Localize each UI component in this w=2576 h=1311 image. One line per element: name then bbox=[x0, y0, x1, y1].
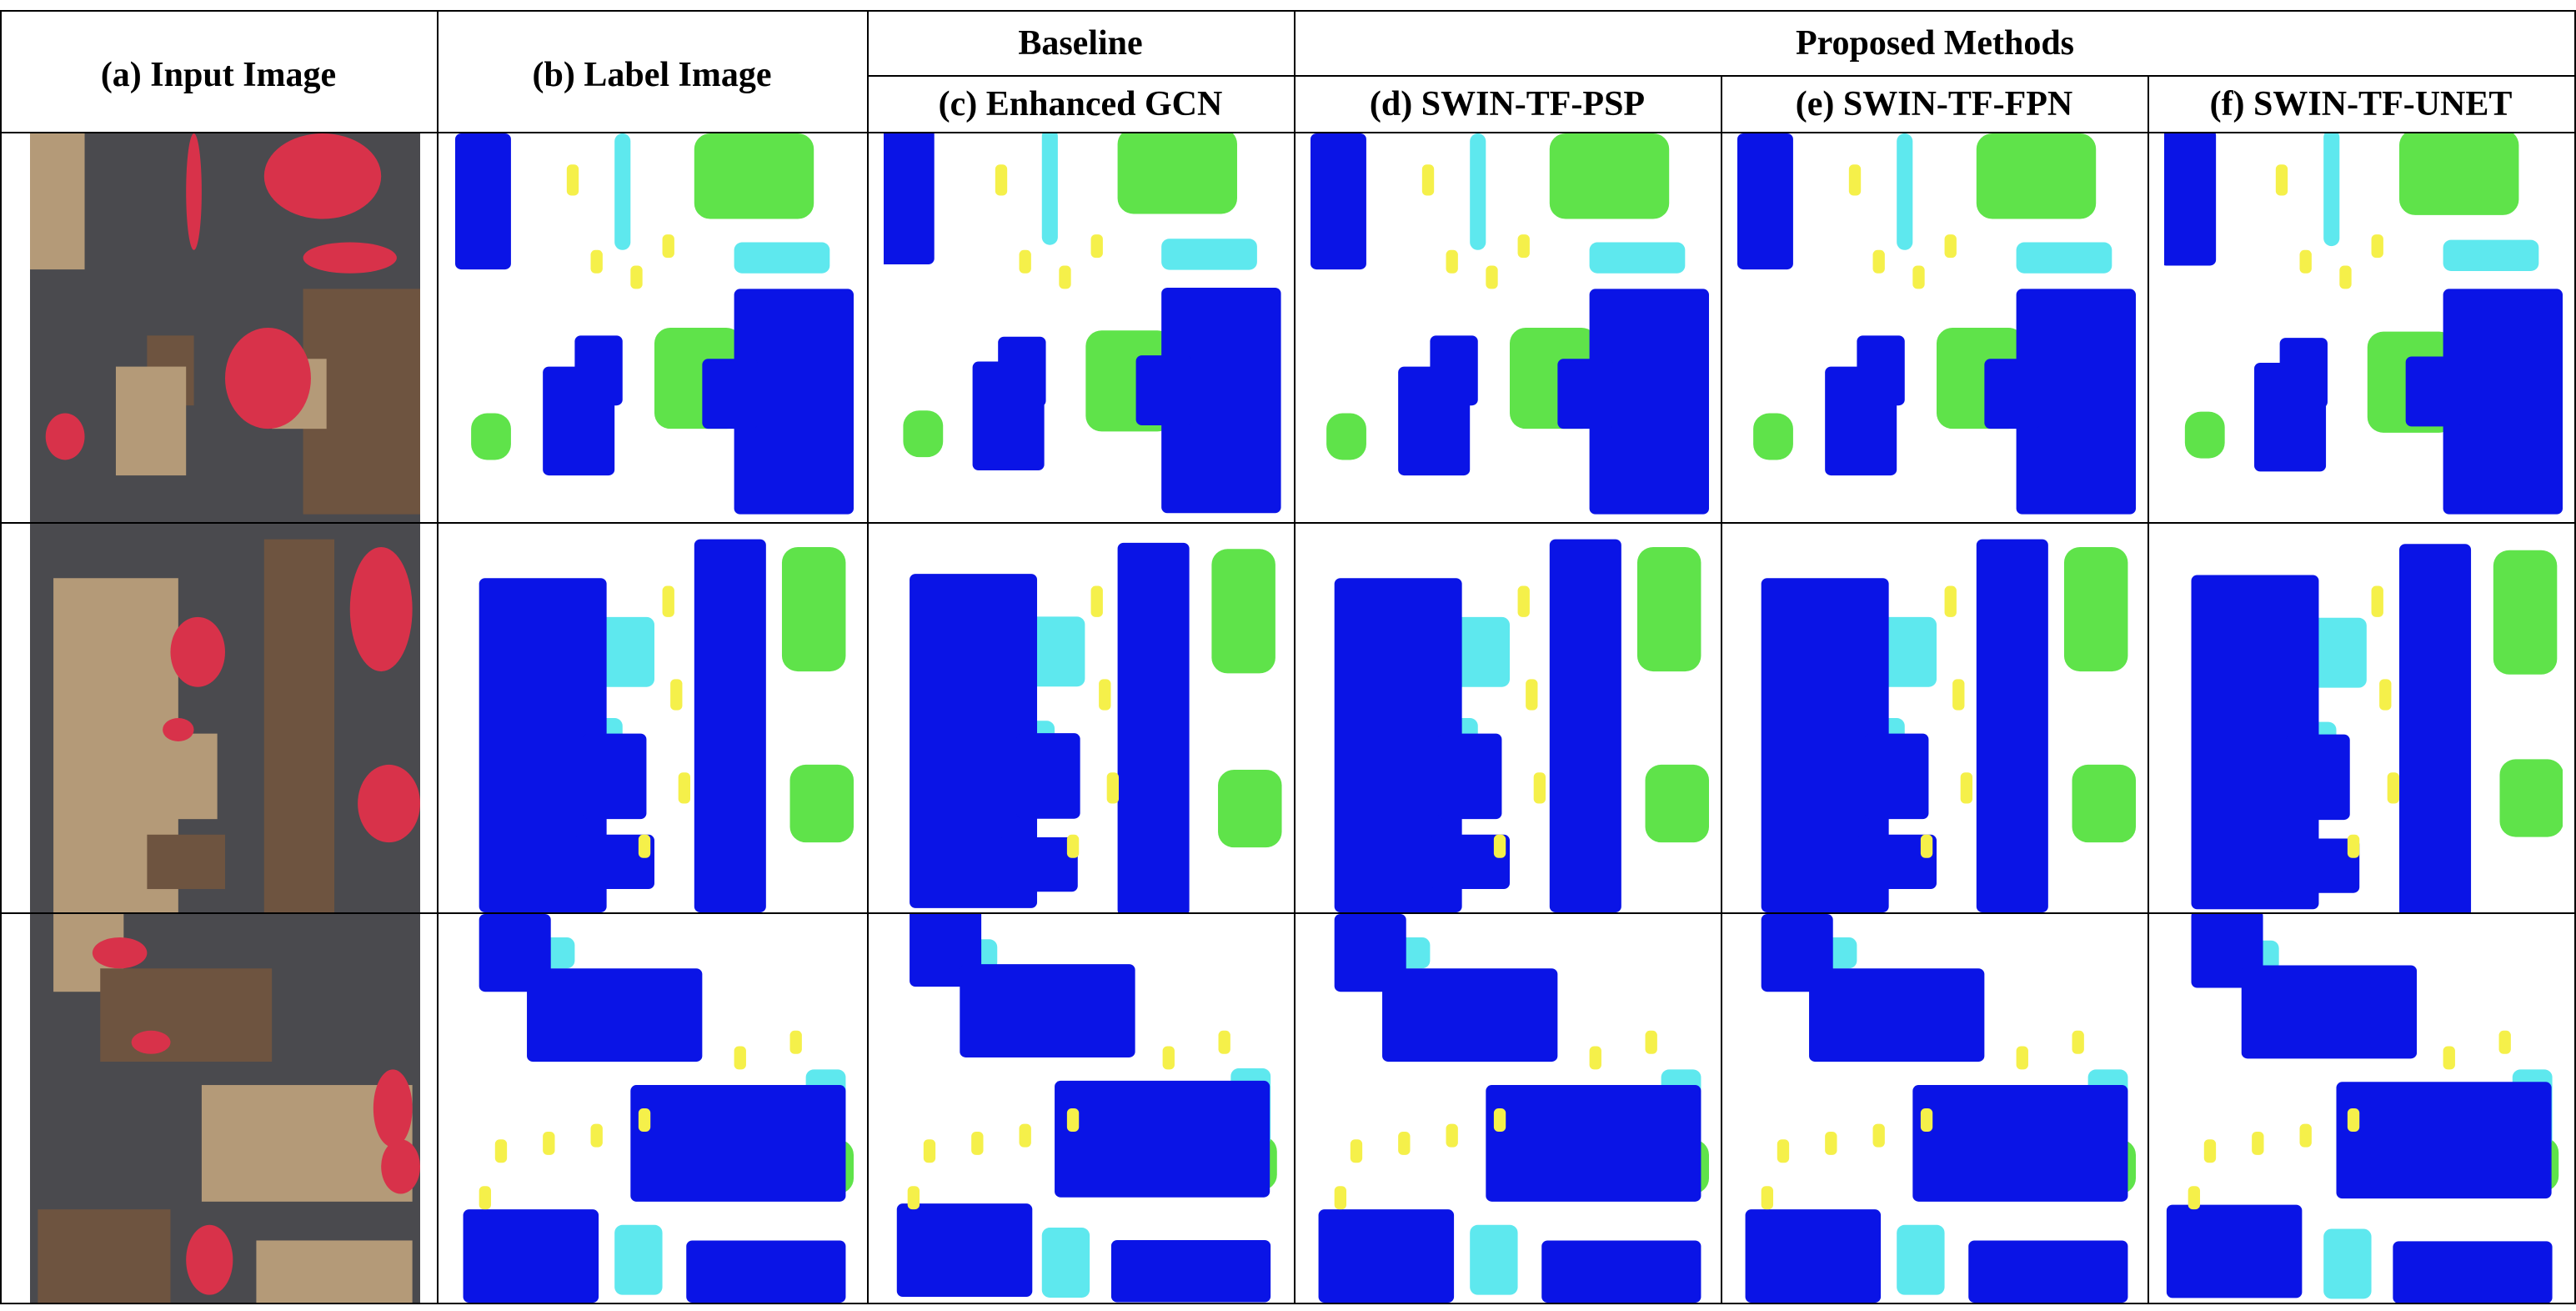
table-top-rule bbox=[0, 10, 2576, 12]
header-proposed-group: Proposed Methods bbox=[1795, 24, 2075, 63]
table-bottom-rule bbox=[0, 1303, 2576, 1304]
header-swin-tf-psp: (d) SWIN-TF-PSP bbox=[1369, 85, 1646, 123]
header-swin-tf-fpn: (e) SWIN-TF-FPN bbox=[1795, 85, 2073, 123]
row-divider bbox=[0, 522, 2576, 524]
header-label-image: (b) Label Image bbox=[532, 56, 772, 94]
prediction-image-gcn bbox=[884, 133, 1282, 522]
header-enhanced-gcn: (c) Enhanced GCN bbox=[938, 85, 1223, 123]
prediction-image-gcn bbox=[884, 524, 1282, 912]
header-baseline-group: Baseline bbox=[1018, 24, 1143, 63]
label-image bbox=[455, 914, 854, 1303]
prediction-image-gcn bbox=[884, 914, 1282, 1303]
prediction-image-psp bbox=[1311, 133, 1709, 522]
column-divider bbox=[1294, 10, 1296, 1304]
header-swin-tf-unet: (f) SWIN-TF-UNET bbox=[2209, 85, 2513, 123]
prediction-image-fpn bbox=[1737, 133, 2136, 522]
input-image bbox=[30, 524, 420, 912]
column-divider bbox=[1721, 77, 1722, 1304]
column-divider bbox=[2574, 10, 2576, 1304]
prediction-image-unet bbox=[2164, 133, 2563, 522]
column-divider bbox=[867, 10, 869, 1304]
prediction-image-unet bbox=[2164, 914, 2563, 1303]
input-image bbox=[30, 914, 420, 1303]
prediction-image-psp bbox=[1311, 524, 1709, 912]
column-divider bbox=[0, 10, 2, 1304]
column-divider bbox=[437, 10, 439, 1304]
prediction-image-fpn bbox=[1737, 914, 2136, 1303]
header-input-image: (a) Input Image bbox=[100, 56, 337, 94]
row-divider bbox=[0, 912, 2576, 914]
label-image bbox=[455, 524, 854, 912]
label-image bbox=[455, 133, 854, 522]
prediction-image-fpn bbox=[1737, 524, 2136, 912]
group-header-rule bbox=[867, 75, 2576, 77]
input-image bbox=[30, 133, 420, 522]
header-bottom-rule bbox=[0, 132, 2576, 133]
prediction-image-psp bbox=[1311, 914, 1709, 1303]
column-divider bbox=[2148, 77, 2149, 1304]
prediction-image-unet bbox=[2164, 524, 2563, 912]
